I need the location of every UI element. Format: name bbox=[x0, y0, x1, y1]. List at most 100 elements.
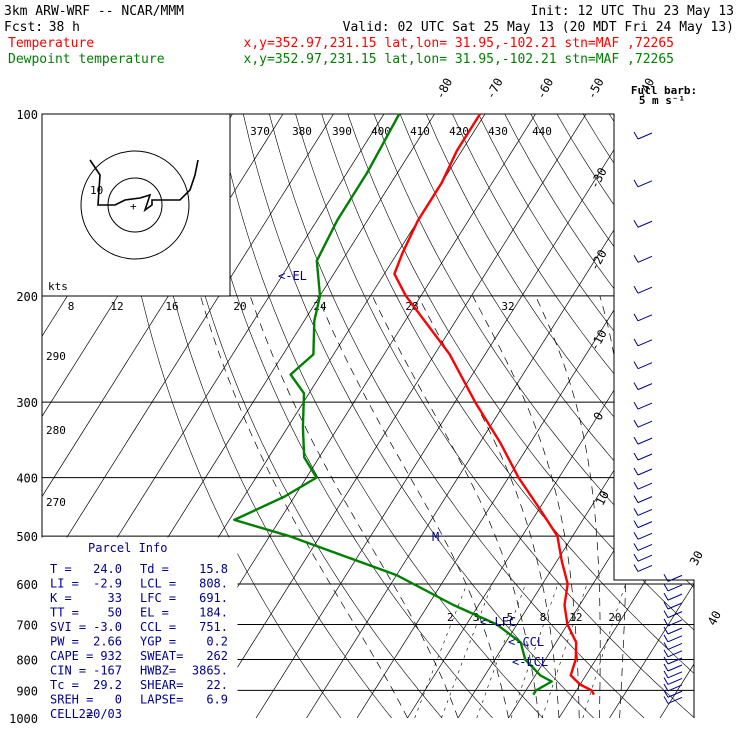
wind-barb-flag bbox=[633, 131, 639, 140]
wind-barb-flag bbox=[633, 553, 639, 562]
dry-adiabat bbox=[347, 114, 694, 718]
isotherm-line bbox=[407, 114, 694, 718]
wind-barb-flag bbox=[633, 255, 639, 263]
mixing-ratio-label: 16 bbox=[165, 300, 178, 313]
wind-barb-flag bbox=[633, 361, 639, 369]
parcel-info-cell: CIN = bbox=[50, 664, 86, 678]
dry-adiabat bbox=[321, 114, 694, 718]
wind-barb-staff bbox=[667, 574, 683, 582]
wind-barb-staff bbox=[637, 532, 653, 540]
parcel-info-cell: 29.2 bbox=[93, 678, 122, 692]
wind-barb-staff bbox=[667, 664, 683, 672]
parcel-info-cell: CCL = bbox=[140, 620, 176, 634]
theta-label: 440 bbox=[532, 125, 552, 138]
parcel-info-cell: LAPSE= bbox=[140, 693, 183, 707]
parcel-info-cell: TT = bbox=[50, 606, 79, 620]
hodograph-ring-label: 10 bbox=[90, 184, 103, 197]
wind-barb-flag bbox=[663, 649, 669, 658]
mixing-ratio-line bbox=[510, 583, 559, 718]
parcel-info-cell: T = bbox=[50, 562, 72, 576]
full-barb-label: Full barb: bbox=[631, 84, 697, 97]
pressure-labels: 100 200 300 400 500 600 700 800 900 1000 bbox=[9, 108, 38, 726]
lfc-annotation: <-LFC bbox=[480, 615, 516, 629]
wind-barb-flag bbox=[633, 313, 639, 322]
wind-barb-staff bbox=[667, 584, 683, 592]
isotherm-label: 0 bbox=[591, 410, 607, 423]
pressure-label: 200 bbox=[16, 290, 38, 304]
mixing-ratio-line bbox=[582, 583, 626, 718]
wind-barb-flag bbox=[633, 508, 639, 516]
parcel-info-cell: LFC = bbox=[140, 591, 176, 605]
pressure-label: 300 bbox=[16, 396, 38, 410]
wind-barb-flag bbox=[633, 520, 639, 528]
parcel-info-cell: 808. bbox=[199, 577, 228, 591]
wind-barb-staff bbox=[667, 642, 683, 650]
isotherm-label: -60 bbox=[534, 76, 557, 102]
parcel-info-cell: SHEAR= bbox=[140, 678, 183, 692]
dry-adiabat bbox=[399, 114, 694, 718]
parcel-info-cell: 33 bbox=[108, 591, 122, 605]
dry-adiabat bbox=[687, 114, 694, 718]
wind-barb-flag bbox=[663, 601, 669, 610]
parcel-info-cell: 0 bbox=[115, 693, 122, 707]
wind-barbs bbox=[633, 131, 683, 704]
dry-adiabat bbox=[530, 114, 694, 718]
wind-barb-flag bbox=[633, 495, 639, 503]
dry-adiabat bbox=[452, 114, 694, 718]
wind-barb-flag bbox=[663, 690, 669, 698]
wind-barb-staff bbox=[667, 650, 683, 658]
isotherm-label: -50 bbox=[584, 76, 607, 102]
wind-barb-flag bbox=[663, 670, 669, 679]
hodograph-frame bbox=[41, 113, 231, 297]
mixing-ratio-label: 5 bbox=[507, 611, 514, 624]
wind-barb-staff bbox=[667, 696, 683, 704]
dry-adiabat bbox=[295, 114, 694, 718]
parcel-info-cell: 691. bbox=[199, 591, 228, 605]
wind-barb-staff bbox=[637, 362, 653, 370]
wind-barb-staff bbox=[667, 593, 683, 601]
wind-barb-staff bbox=[667, 678, 683, 685]
dry-adiabat bbox=[138, 114, 392, 718]
wind-barb-staff bbox=[637, 220, 653, 228]
mixing-ratio-line bbox=[441, 583, 493, 718]
wind-barb-flag bbox=[633, 220, 639, 228]
theta-label: 410 bbox=[410, 125, 430, 138]
wind-barb-flag bbox=[663, 696, 669, 704]
wind-barb-staff bbox=[637, 482, 653, 490]
mixing-ratio-grid bbox=[414, 583, 626, 718]
isotherm-line bbox=[558, 114, 694, 718]
parcel-info-title: Parcel Info bbox=[88, 541, 167, 555]
isotherm-line bbox=[659, 114, 694, 718]
pressure-label: 400 bbox=[16, 472, 38, 486]
theta-label: 370 bbox=[250, 125, 270, 138]
parcel-info-background bbox=[41, 537, 238, 729]
dry-adiabat bbox=[608, 114, 694, 718]
wind-barb-staff bbox=[637, 180, 653, 188]
theta-label: 380 bbox=[292, 125, 312, 138]
isotherm-label: -20 bbox=[587, 247, 610, 273]
parcel-info-cell: -3.0 bbox=[93, 620, 122, 634]
wind-barb-flag bbox=[633, 564, 639, 572]
mixing-ratio-label: 8 bbox=[68, 300, 75, 313]
parcel-info-cell: 15.8 bbox=[199, 562, 228, 576]
mixing-ratio-label: 32 bbox=[501, 300, 514, 313]
wind-barb-flag bbox=[633, 452, 639, 461]
wind-barb-staff bbox=[637, 453, 653, 461]
pressure-label: 600 bbox=[16, 578, 38, 592]
wind-barb-staff bbox=[637, 544, 653, 551]
wind-barb-flag bbox=[663, 583, 669, 592]
plot-border bbox=[42, 113, 695, 718]
wind-barb-flag bbox=[633, 285, 639, 294]
wind-barb-staff bbox=[637, 286, 653, 294]
wind-barb-flag bbox=[663, 626, 669, 635]
parcel-info-cell: 6.9 bbox=[206, 693, 228, 707]
temperature-location: x,y=352.97,231.15 lat,lon= 31.95,-102.21… bbox=[244, 36, 674, 51]
wind-barb-flag bbox=[663, 574, 669, 582]
wind-barb-flag bbox=[663, 677, 669, 685]
hodograph-ring-outer bbox=[80, 150, 190, 260]
wind-barb-flag bbox=[633, 179, 639, 188]
isotherm-line bbox=[609, 114, 694, 718]
forecast-hour: 38 h bbox=[49, 20, 80, 35]
mixing-ratio-label: 8 bbox=[540, 611, 547, 624]
